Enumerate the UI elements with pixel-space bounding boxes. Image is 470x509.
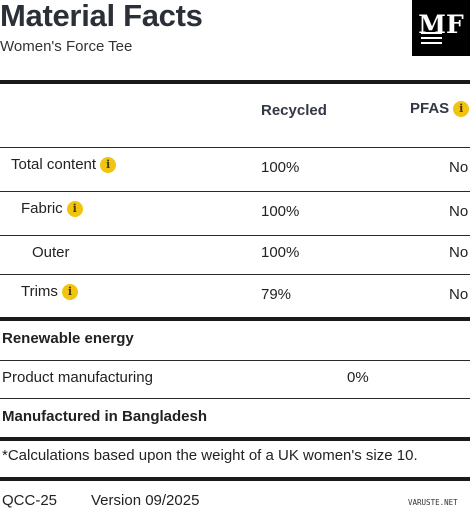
- info-icon[interactable]: i: [61, 283, 78, 300]
- table-divider: [0, 147, 470, 148]
- manufacturing-origin: Manufactured in Bangladesh: [2, 408, 208, 425]
- row-label: Trims: [21, 283, 58, 300]
- footer-divider: [0, 477, 470, 481]
- label-version: Version 09/2025: [91, 492, 200, 509]
- energy-row-label: Product manufacturing: [2, 369, 153, 386]
- recycled-value: 100%: [261, 244, 300, 261]
- section-divider: [0, 317, 470, 321]
- watermark: VARUSTE.NET: [408, 498, 458, 507]
- energy-row-value: 0%: [347, 369, 369, 386]
- recycled-value: 100%: [261, 159, 300, 176]
- pfas-value: No: [449, 203, 469, 220]
- footnote: *Calculations based upon the weight of a…: [2, 447, 418, 464]
- renewable-energy-heading: Renewable energy: [2, 330, 134, 347]
- row-label: Fabric: [21, 200, 63, 217]
- column-header-recycled: Recycled: [261, 102, 327, 119]
- logo-lines: [421, 32, 442, 44]
- info-icon[interactable]: i: [100, 156, 117, 173]
- recycled-value: 79%: [261, 286, 292, 303]
- table-row-trims: Trims i: [21, 283, 78, 300]
- row-label: Outer: [32, 244, 70, 261]
- info-icon[interactable]: i: [453, 100, 470, 117]
- info-icon[interactable]: i: [66, 200, 83, 217]
- label-code: QCC-25: [2, 492, 58, 509]
- table-divider: [0, 235, 470, 236]
- pfas-value: No: [449, 286, 469, 303]
- product-name: Women's Force Tee: [0, 38, 133, 55]
- row-label: Total content: [11, 156, 97, 173]
- column-header-pfas: PFAS i: [410, 100, 470, 117]
- pfas-value: No: [449, 244, 469, 261]
- logo-text: MF: [418, 9, 464, 39]
- section-divider: [0, 360, 470, 361]
- table-row-outer: Outer: [32, 244, 70, 261]
- section-divider: [0, 437, 470, 441]
- brand-logo: MF: [412, 0, 470, 56]
- section-divider: [0, 398, 470, 399]
- table-row-total-content: Total content i: [11, 156, 117, 173]
- recycled-value: 100%: [261, 203, 300, 220]
- pfas-value: No: [449, 159, 469, 176]
- column-header-pfas-label: PFAS: [410, 100, 450, 117]
- table-row-fabric: Fabric i: [21, 200, 83, 217]
- table-divider: [0, 191, 470, 192]
- page-title: Material Facts: [0, 0, 203, 33]
- table-divider: [0, 274, 470, 275]
- header-divider: [0, 80, 470, 84]
